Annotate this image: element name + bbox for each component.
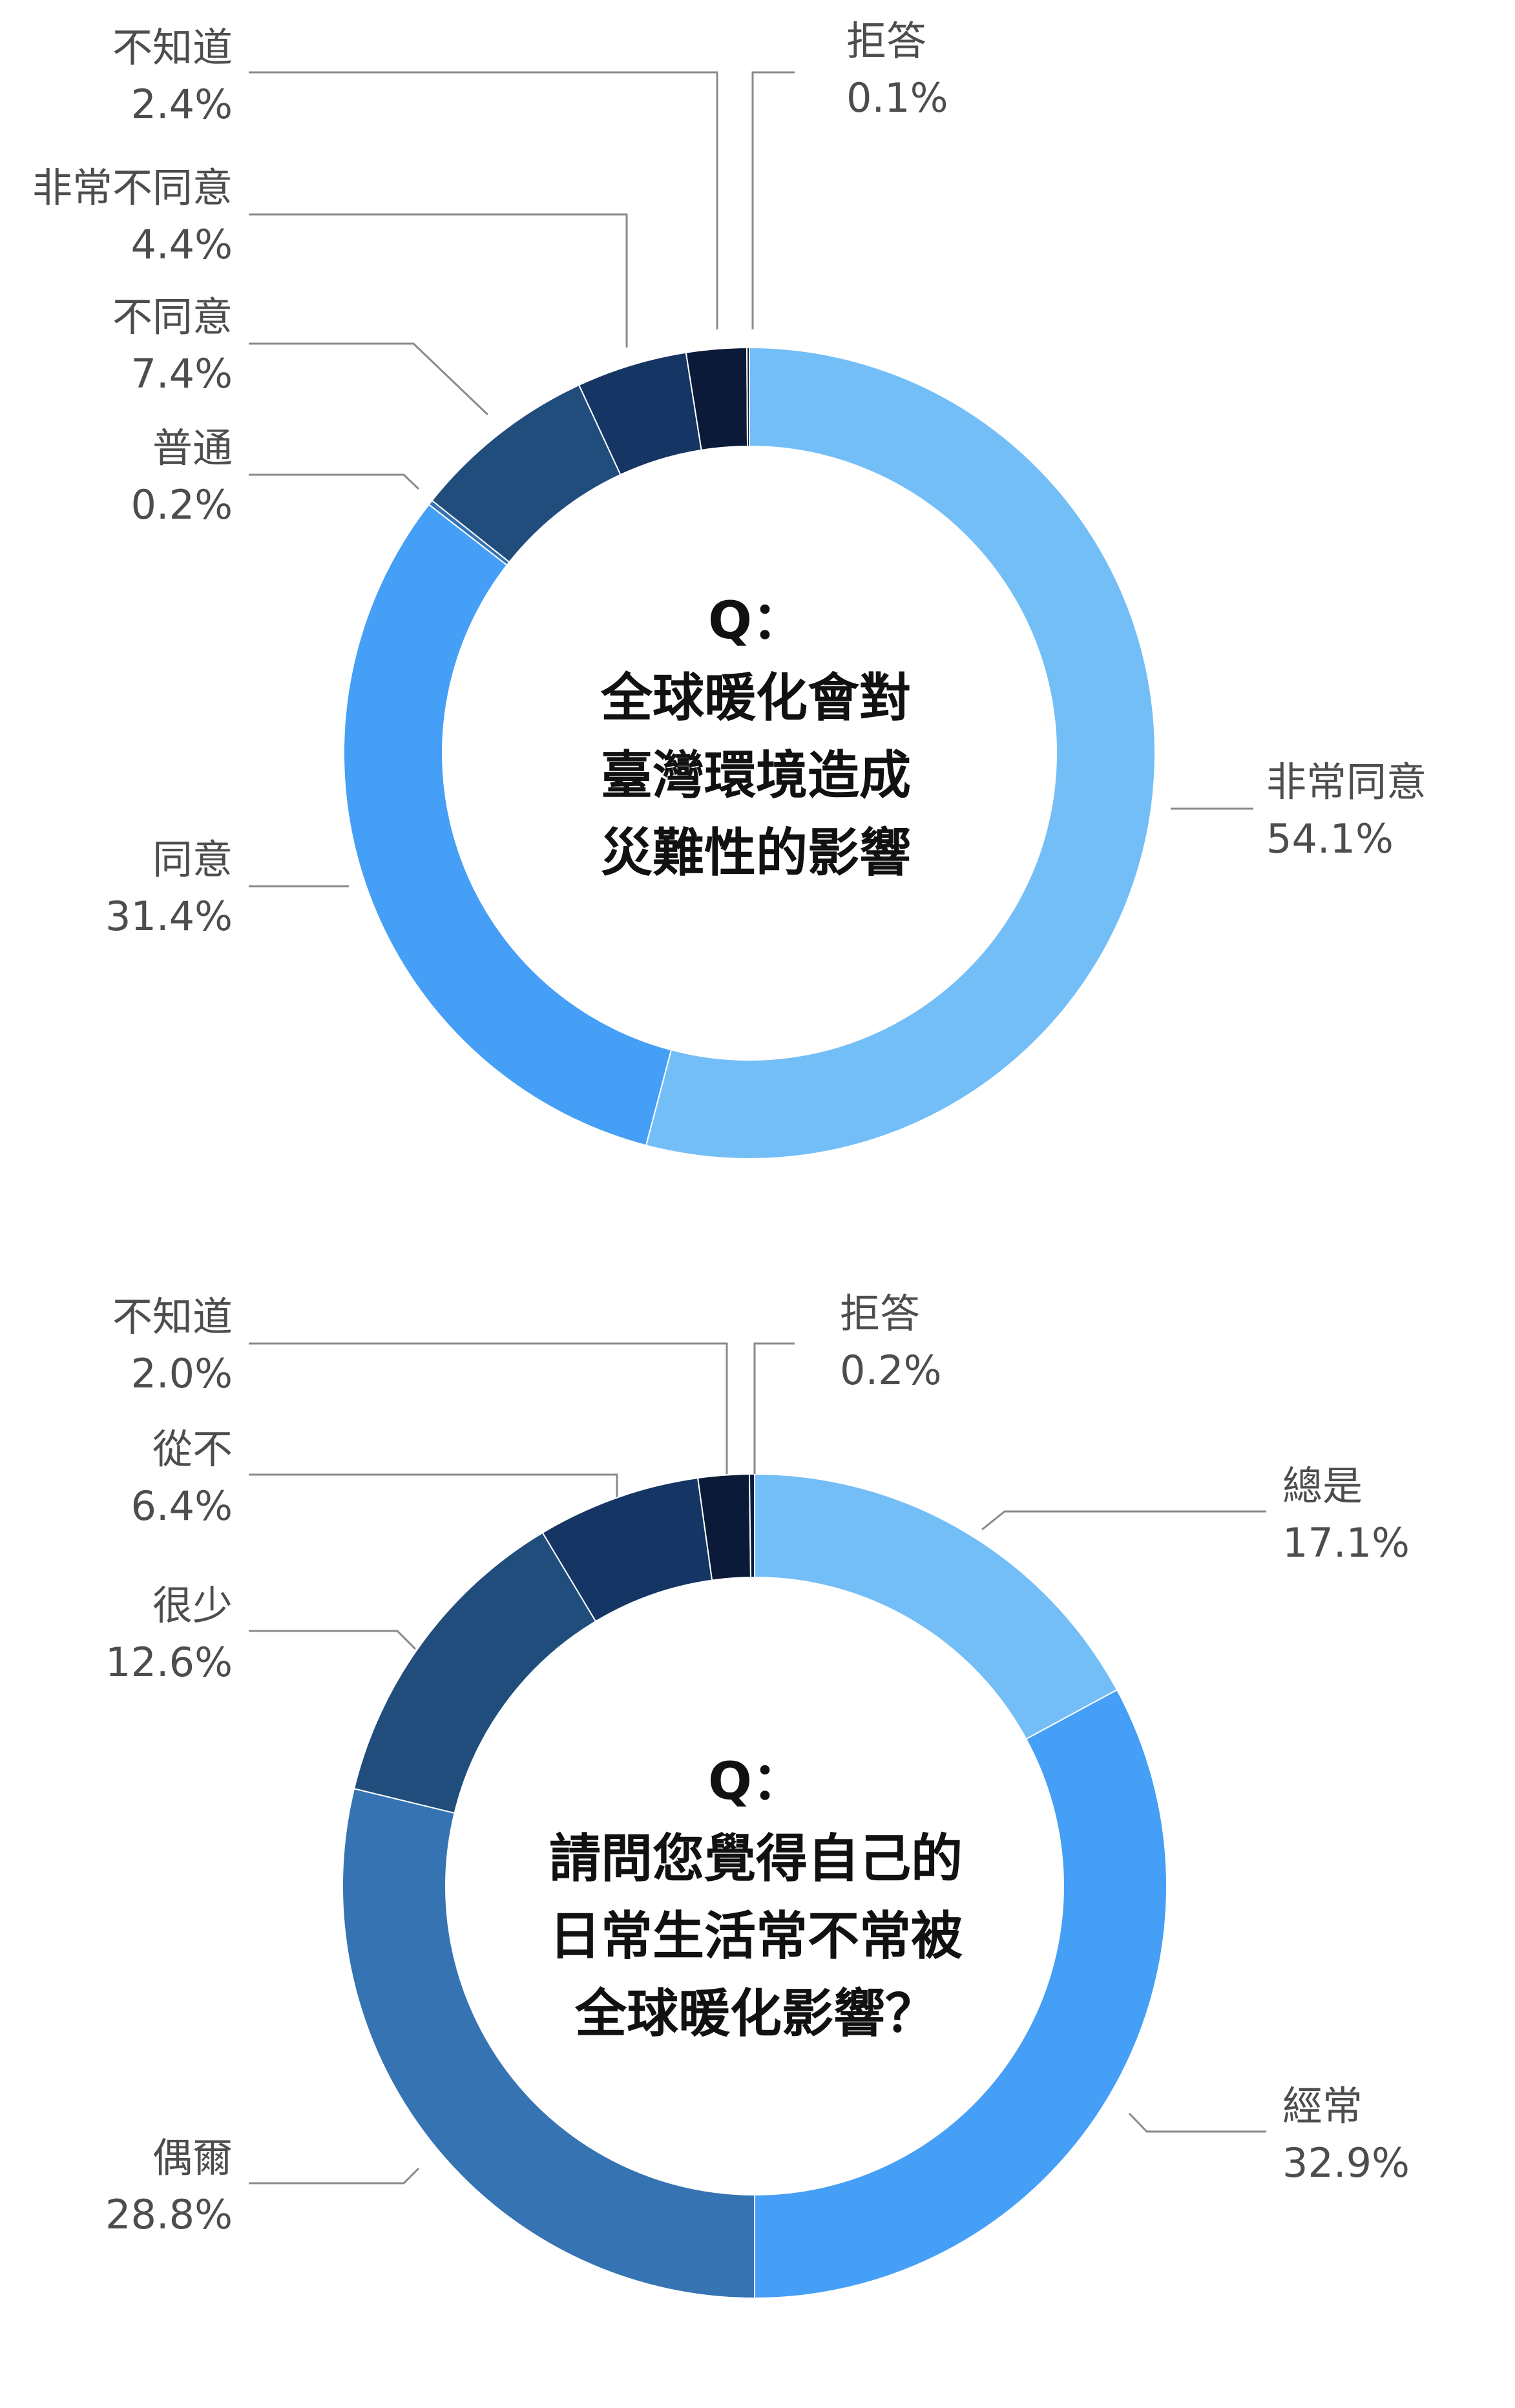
value-d1-strongly-disagree: 4.4% bbox=[131, 221, 233, 268]
donut-2-center-question: Q： 請問您覺得自己的 日常生活常不常被 全球暖化影響？ bbox=[549, 1751, 963, 2044]
donut-1-center-line-3: 臺灣環境造成 bbox=[601, 745, 911, 805]
leader-line-d2-refused bbox=[753, 1342, 795, 1474]
value-d1-disagree: 7.4% bbox=[131, 350, 233, 397]
donut-1-slice-2 bbox=[342, 503, 673, 1147]
value-d2-always: 17.1% bbox=[1282, 1519, 1410, 1566]
donut-2-center-line-4: 全球暖化影響？ bbox=[574, 1984, 937, 2044]
donut-2-slice-1 bbox=[754, 1473, 1118, 1740]
donut-1-center-line-2: 全球暖化會對 bbox=[600, 668, 911, 728]
value-d1-very-agree: 54.1% bbox=[1266, 815, 1394, 862]
donut-1-center-question: Q： 全球暖化會對 臺灣環境造成 災難性的影響 bbox=[600, 590, 911, 883]
leader-line-d2-sometimes bbox=[249, 2167, 420, 2185]
label-d2-dont-know: 不知道 bbox=[112, 1293, 233, 1340]
donut-1-slice-7 bbox=[746, 346, 750, 448]
value-d2-dont-know: 2.0% bbox=[131, 1350, 233, 1397]
donut-2-slices bbox=[342, 1473, 1167, 2299]
label-d2-refused: 拒答 bbox=[840, 1290, 920, 1337]
value-d2-often: 32.9% bbox=[1282, 2139, 1410, 2186]
label-d2-never: 從不 bbox=[152, 1426, 233, 1473]
value-d1-dont-know: 2.4% bbox=[131, 81, 233, 128]
leader-line-d1-dont-know bbox=[249, 71, 718, 329]
value-d2-rarely: 12.6% bbox=[105, 1639, 233, 1686]
value-d1-refused: 0.1% bbox=[846, 74, 948, 121]
donut-2-slice-2 bbox=[754, 1688, 1167, 2299]
donut-2-center-line-2: 請問您覺得自己的 bbox=[549, 1829, 963, 1889]
label-d2-often: 經常 bbox=[1282, 2082, 1363, 2130]
leader-line-d2-rarely bbox=[249, 1630, 417, 1650]
donut-1-center-line-4: 災難性的影響 bbox=[601, 823, 911, 883]
leader-line-d1-neutral bbox=[249, 473, 420, 490]
donut-1-center-line-1: Q： bbox=[708, 590, 804, 650]
leader-line-d2-always bbox=[981, 1510, 1266, 1531]
donut-1-slice-1 bbox=[645, 346, 1156, 1159]
label-d1-strongly-disagree: 非常不同意 bbox=[32, 164, 233, 211]
donut-2-slice-4 bbox=[353, 1531, 597, 1814]
leader-line-d2-never bbox=[249, 1473, 618, 1497]
label-d1-agree: 同意 bbox=[152, 836, 233, 883]
leader-line-d2-often bbox=[1128, 2112, 1266, 2133]
value-d2-never: 6.4% bbox=[131, 1482, 233, 1530]
donut-2-center-line-1: Q： bbox=[708, 1751, 804, 1811]
label-d2-rarely: 很少 bbox=[152, 1582, 233, 1629]
label-d1-very-agree: 非常同意 bbox=[1266, 758, 1426, 805]
label-d2-sometimes: 偶爾 bbox=[152, 2134, 233, 2181]
leader-line-d1-refused bbox=[751, 71, 795, 329]
label-d1-neutral: 普通 bbox=[152, 424, 233, 472]
leader-line-d1-strongly-disagree bbox=[249, 213, 628, 348]
leader-line-d1-disagree bbox=[249, 342, 489, 416]
value-d1-neutral: 0.2% bbox=[131, 481, 233, 528]
value-d2-refused: 0.2% bbox=[840, 1347, 942, 1394]
donut-1-slices bbox=[342, 346, 1156, 1159]
donut-2-slice-7 bbox=[748, 1473, 755, 1579]
value-d2-sometimes: 28.8% bbox=[105, 2191, 233, 2238]
donut-2-slice-3 bbox=[342, 1787, 755, 2299]
donut-chart-2: Q： 請問您覺得自己的 日常生活常不常被 全球暖化影響？ 總是 17.1% 經常… bbox=[105, 1290, 1410, 2299]
label-d1-refused: 拒答 bbox=[846, 17, 926, 65]
donut-2-center-line-3: 日常生活常不常被 bbox=[549, 1906, 963, 1966]
leader-line-d2-dont-know bbox=[249, 1342, 728, 1474]
label-d1-disagree: 不同意 bbox=[112, 293, 233, 340]
donut-chart-1: Q： 全球暖化會對 臺灣環境造成 災難性的影響 非常同意 54.1% 同意 31… bbox=[32, 17, 1426, 1159]
label-d2-always: 總是 bbox=[1282, 1462, 1363, 1510]
value-d1-agree: 31.4% bbox=[105, 893, 233, 940]
label-d1-dont-know: 不知道 bbox=[112, 24, 233, 71]
